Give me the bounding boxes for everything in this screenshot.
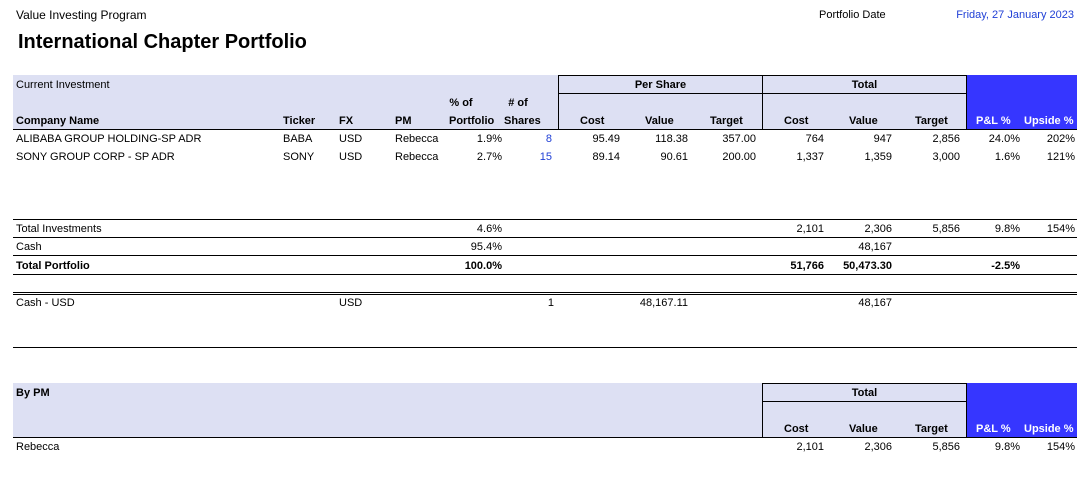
row-ps-cost: 95.49: [592, 133, 620, 145]
total-investments-label: Total Investments: [16, 223, 102, 235]
row-pl: 24.0%: [988, 133, 1020, 145]
row-company: ALIBABA GROUP HOLDING-SP ADR: [16, 133, 202, 145]
row-ps-cost: 89.14: [592, 151, 620, 163]
by-pm-header-bg: [13, 383, 967, 437]
investments-header-bg: [13, 75, 967, 129]
cash-detail-label: Cash - USD: [16, 297, 75, 309]
col-header-shares-bottom: Shares: [504, 115, 541, 127]
col-header-pl: P&L %: [976, 115, 1011, 127]
by-pm-col-cost: Cost: [784, 423, 809, 435]
row-ticker: SONY: [283, 151, 315, 163]
row-ps-value: 90.61: [660, 151, 688, 163]
by-pm-col-pl: P&L %: [976, 423, 1011, 435]
total-investments-value: 2,306: [864, 223, 892, 235]
cash-label: Cash: [16, 241, 42, 253]
row-t-target: 3,000: [932, 151, 960, 163]
page-title: International Chapter Portfolio: [18, 31, 307, 53]
col-header-ps-value: Value: [645, 115, 674, 127]
cash-detail-fx: USD: [339, 297, 363, 309]
row-pl: 1.6%: [994, 151, 1020, 163]
cash-detail-shares: 1: [547, 297, 554, 309]
row-t-value: 1,359: [864, 151, 892, 163]
row-fx: USD: [339, 133, 363, 145]
by-pm-row-value: 2,306: [864, 441, 892, 453]
col-header-shares-top: # of: [508, 97, 528, 109]
col-header-t-cost: Cost: [784, 115, 809, 127]
by-pm-row-pl: 9.8%: [994, 441, 1020, 453]
col-header-ps-cost: Cost: [580, 115, 605, 127]
by-pm-row-name: Rebecca: [16, 441, 60, 453]
col-header-fx: FX: [339, 115, 354, 127]
by-pm-header-accent: [967, 383, 1077, 437]
row-t-cost: 1,337: [796, 151, 824, 163]
total-investments-cost: 2,101: [796, 223, 824, 235]
investments-header-accent: [967, 75, 1077, 129]
row-shares[interactable]: 8: [545, 133, 552, 145]
section-label-by-pm: By PM: [16, 387, 50, 399]
row-pct: 1.9%: [476, 133, 502, 145]
investments-header-rule: [13, 129, 1077, 130]
col-header-t-value: Value: [849, 115, 878, 127]
section-label-current-investment: Current Investment: [16, 79, 110, 91]
row-fx: USD: [339, 151, 363, 163]
col-header-t-target: Target: [915, 115, 948, 127]
row-shares[interactable]: 15: [539, 151, 552, 163]
row-t-cost: 764: [805, 133, 824, 145]
row-upside: 202%: [1046, 133, 1075, 145]
portfolio-date-value: Friday, 27 January 2023: [956, 9, 1074, 21]
col-header-ps-target: Target: [710, 115, 743, 127]
col-header-pct-top: % of: [449, 97, 473, 109]
by-pm-col-upside: Upside %: [1024, 423, 1074, 435]
total-portfolio-value: 50,473.30: [843, 260, 892, 272]
row-pm: Rebecca: [395, 151, 439, 163]
col-header-company: Company Name: [16, 115, 100, 127]
by-pm-col-value: Value: [849, 423, 878, 435]
row-pct: 2.7%: [476, 151, 502, 163]
row-ps-value: 118.38: [655, 133, 688, 145]
cash-value: 48,167: [858, 241, 892, 253]
total-investments-target: 5,856: [932, 223, 960, 235]
by-pm-col-target: Target: [915, 423, 948, 435]
row-t-target: 2,856: [932, 133, 960, 145]
cash-detail-value: 48,167: [858, 297, 892, 309]
row-ps-target: 200.00: [722, 151, 756, 163]
group-header-per-share: Per Share: [634, 79, 687, 91]
total-investments-pct: 4.6%: [476, 223, 502, 235]
row-company: SONY GROUP CORP - SP ADR: [16, 151, 175, 163]
portfolio-date-label: Portfolio Date: [819, 9, 886, 21]
col-header-upside: Upside %: [1024, 115, 1074, 127]
total-portfolio-pl: -2.5%: [991, 260, 1020, 272]
cash-pct: 95.4%: [470, 241, 502, 253]
row-upside: 121%: [1046, 151, 1075, 163]
total-portfolio-cost: 51,766: [790, 260, 824, 272]
col-header-ticker: Ticker: [283, 115, 316, 127]
total-investments-pl: 9.8%: [994, 223, 1020, 235]
total-portfolio-pct: 100.0%: [464, 260, 502, 272]
cash-detail-ps-value: 48,167.11: [639, 297, 688, 309]
group-header-total: Total: [851, 79, 878, 91]
by-pm-row-target: 5,856: [932, 441, 960, 453]
program-name: Value Investing Program: [16, 8, 147, 22]
col-header-pm: PM: [395, 115, 412, 127]
by-pm-row-upside: 154%: [1046, 441, 1075, 453]
row-ps-target: 357.00: [722, 133, 756, 145]
by-pm-row-cost: 2,101: [796, 441, 824, 453]
col-header-pct-bottom: Portfolio: [449, 115, 495, 127]
total-portfolio-label: Total Portfolio: [16, 260, 90, 272]
row-t-value: 947: [873, 133, 892, 145]
row-ticker: BABA: [283, 133, 313, 145]
by-pm-group-total: Total: [851, 387, 878, 399]
row-pm: Rebecca: [395, 133, 439, 145]
total-investments-upside: 154%: [1046, 223, 1075, 235]
